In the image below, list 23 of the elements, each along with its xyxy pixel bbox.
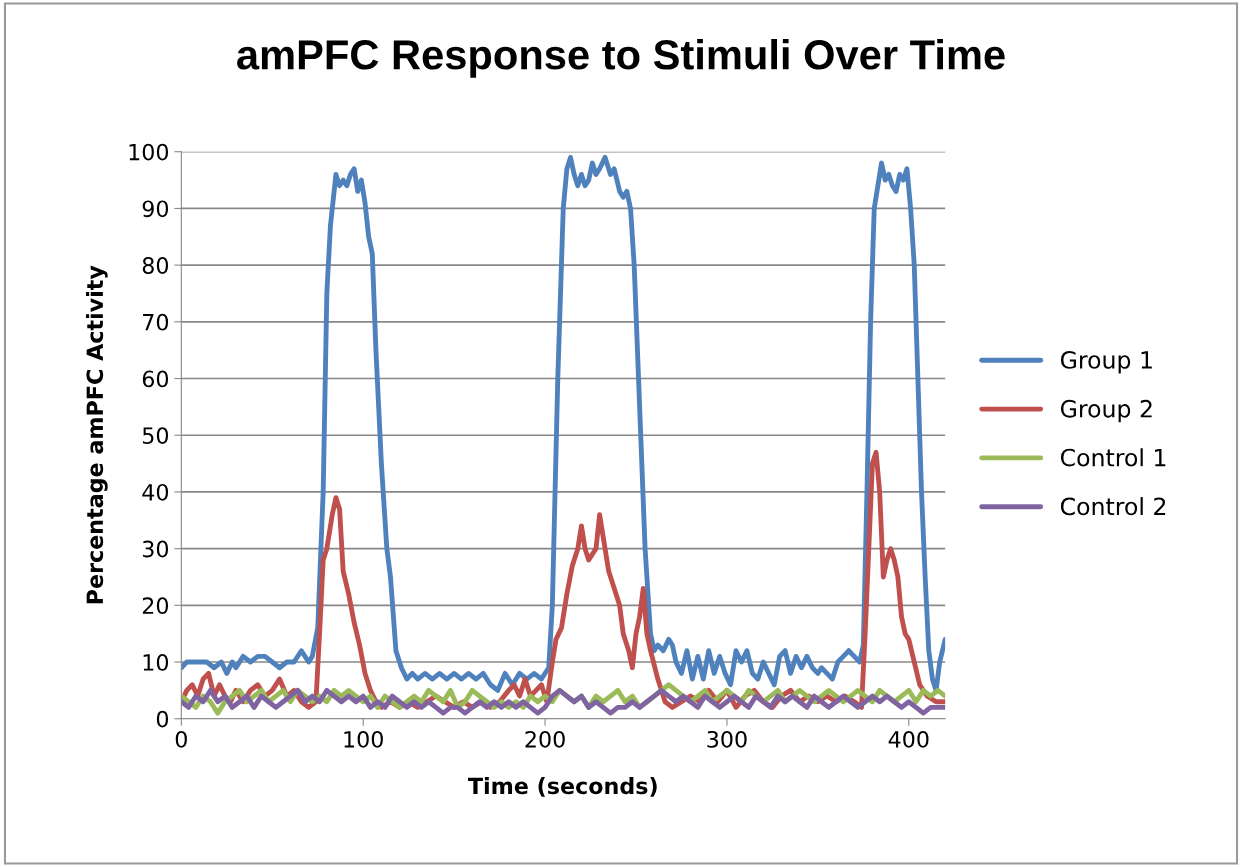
y-axis-title: Percentage amPFC Activity xyxy=(85,265,108,604)
y-tick-label: 20 xyxy=(142,597,169,615)
chart-title: amPFC Response to Stimuli Over Time xyxy=(237,39,1005,78)
x-tick-label: 300 xyxy=(707,730,747,748)
legend-label: Group 1 xyxy=(1060,350,1152,374)
x-axis-title: Time (seconds) xyxy=(467,777,657,797)
y-tick-label: 40 xyxy=(142,483,169,501)
y-tick-label: 60 xyxy=(142,370,169,388)
y-tick-label: 70 xyxy=(143,313,169,331)
legend-label: Group 2 xyxy=(1060,399,1152,423)
y-tick-label: 80 xyxy=(142,257,169,274)
x-tick-label: 400 xyxy=(888,730,929,748)
legend-label: Control 2 xyxy=(1060,497,1166,516)
x-tick-label: 0 xyxy=(175,730,187,748)
x-tick-label: 100 xyxy=(344,730,383,748)
y-tick-label: 90 xyxy=(142,200,169,218)
y-tick-label: 50 xyxy=(142,427,169,444)
y-tick-label: 10 xyxy=(143,653,169,671)
y-tick-label: 30 xyxy=(142,540,169,558)
y-tick-label: 0 xyxy=(156,710,169,728)
x-tick-label: 200 xyxy=(525,730,565,748)
y-tick-label: 100 xyxy=(129,143,169,161)
legend-label: Control 1 xyxy=(1060,448,1166,467)
